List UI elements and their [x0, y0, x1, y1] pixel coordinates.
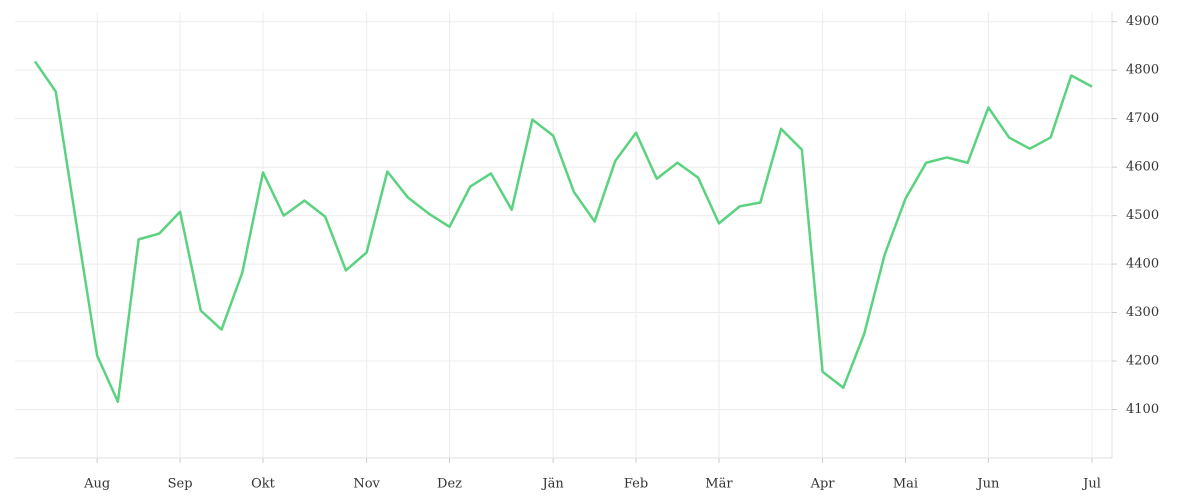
- x-tick-label: Dez: [437, 477, 462, 492]
- x-tick-label: Okt: [251, 477, 276, 492]
- y-tick-label: 4400: [1126, 257, 1159, 272]
- x-tick-label: Mär: [705, 477, 733, 492]
- x-tick-label: Jul: [1081, 477, 1101, 492]
- x-tick-label: Jun: [975, 477, 1000, 492]
- y-tick-label: 4300: [1126, 305, 1159, 320]
- y-tick-label: 4800: [1126, 63, 1159, 78]
- x-tick-label: Aug: [83, 477, 110, 492]
- x-tick-label: Feb: [624, 477, 648, 492]
- y-tick-label: 4200: [1126, 354, 1159, 369]
- x-tick-label: Nov: [353, 477, 380, 492]
- x-tick-label: Apr: [810, 477, 836, 492]
- y-tick-label: 4100: [1126, 402, 1159, 417]
- line: [33, 60, 1093, 404]
- x-tick-label: Mai: [893, 477, 918, 492]
- x-tick-label: Sep: [168, 477, 193, 492]
- y-tick-label: 4500: [1126, 208, 1159, 223]
- y-tick-label: 4600: [1126, 160, 1159, 175]
- x-tick-label: Jän: [540, 477, 564, 492]
- y-tick-label: 4900: [1126, 14, 1159, 29]
- y-tick-label: 4700: [1126, 111, 1159, 126]
